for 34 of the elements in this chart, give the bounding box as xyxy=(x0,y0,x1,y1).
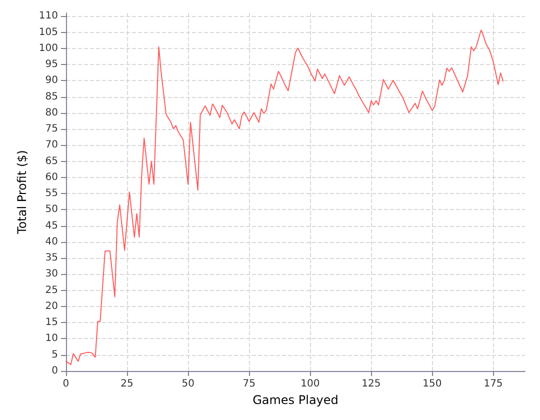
y-tick-label: 85 xyxy=(45,91,58,102)
y-tick-label: 10 xyxy=(45,333,58,344)
x-tick-label: 100 xyxy=(300,378,320,390)
y-tick-label: 45 xyxy=(45,220,58,232)
y-tick-label: 95 xyxy=(45,59,58,70)
y-tick-label: 110 xyxy=(38,10,58,22)
y-tick-label: 0 xyxy=(52,366,58,376)
y-tick-label: 5 xyxy=(52,349,58,360)
y-tick-label: 35 xyxy=(45,252,58,264)
line-series xyxy=(65,30,504,366)
y-tick-label: 25 xyxy=(45,284,58,296)
y-tick-label: 65 xyxy=(45,156,58,167)
y-tick-label: 100 xyxy=(38,42,58,54)
y-tick-label: 105 xyxy=(38,26,58,38)
x-tick-label: 75 xyxy=(242,378,256,390)
y-tick-label: 60 xyxy=(45,172,58,183)
y-tick-label: 80 xyxy=(45,107,58,118)
y-tick-label: 55 xyxy=(45,188,58,200)
x-tick-label: 175 xyxy=(484,378,503,390)
x-tick-label: 125 xyxy=(362,378,381,390)
x-tick-label: 150 xyxy=(422,378,442,390)
y-tick-label: 75 xyxy=(45,124,58,135)
y-tick-label: 50 xyxy=(45,204,58,216)
y-tick-label: 15 xyxy=(45,317,58,328)
y-tick-label: 90 xyxy=(45,75,58,86)
y-tick-label: 70 xyxy=(45,140,58,151)
x-tick-label: 50 xyxy=(182,378,194,390)
y-tick-label: 20 xyxy=(45,300,58,312)
x-tick-label: 25 xyxy=(120,378,134,390)
x-axis-title: Games Played xyxy=(252,392,338,407)
x-tick-label: 0 xyxy=(62,378,70,390)
y-tick-label: 40 xyxy=(45,236,58,248)
y-axis-title: Total Profit ($) xyxy=(15,150,29,235)
y-tick-label: 30 xyxy=(45,268,58,280)
